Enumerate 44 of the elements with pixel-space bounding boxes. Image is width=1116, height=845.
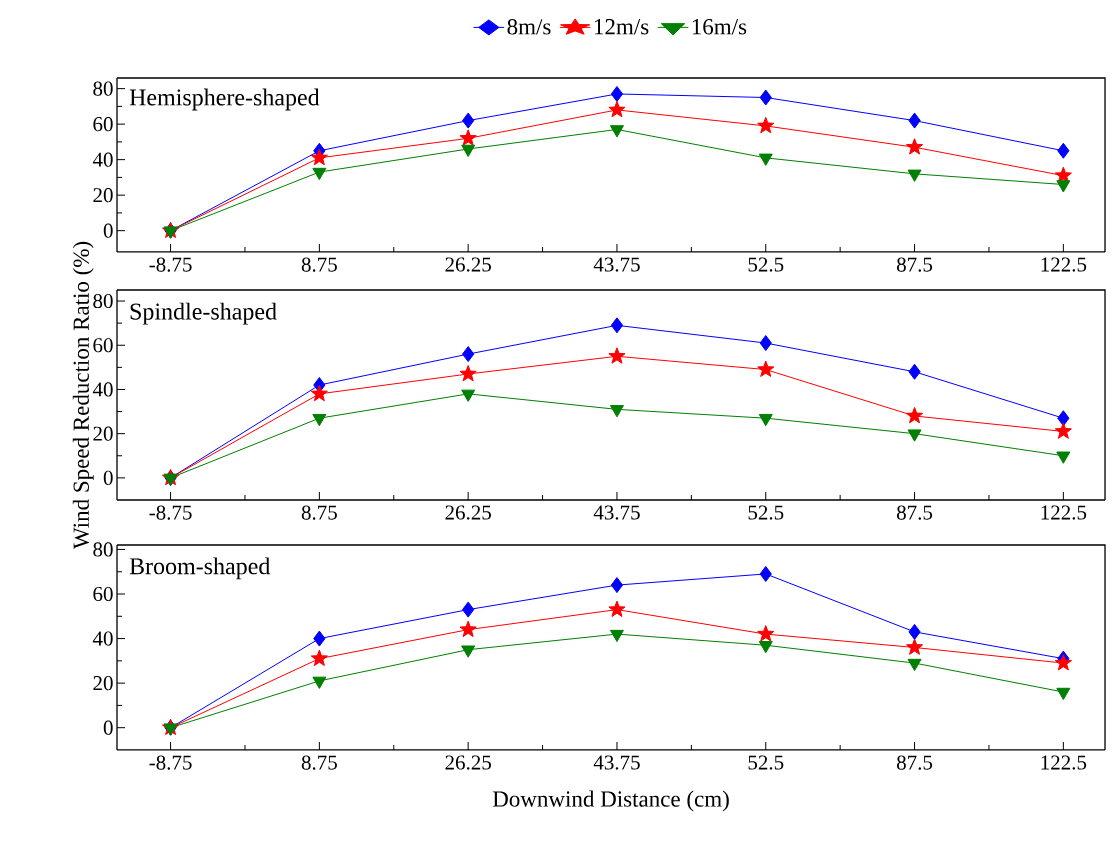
x-tick-label: -8.75 [149, 755, 192, 770]
chart-title: Broom-shaped [129, 557, 271, 580]
y-tick-label: 60 [93, 117, 113, 132]
x-tick-label: 26.25 [445, 505, 491, 520]
y-tick-label: 40 [92, 152, 113, 167]
x-tick-label: 87.5 [896, 505, 933, 520]
y-tick-label: 60 [93, 586, 113, 602]
x-tick-label: 87.5 [896, 755, 933, 770]
y-tick-label: 40 [92, 631, 113, 646]
x-tick-label: 122.5 [1041, 505, 1087, 520]
chart-title: Spindle-shaped [130, 302, 277, 325]
x-tick-label: 26.25 [445, 755, 491, 770]
y-tick-label: 80 [93, 542, 113, 557]
x-tick-label: 122.5 [1041, 257, 1087, 272]
y-tick-label: 20 [93, 426, 113, 441]
x-tick-label: 52.5 [748, 257, 784, 272]
x-tick-label: 8.75 [301, 257, 337, 272]
x-tick-label: 52.5 [748, 505, 784, 520]
x-tick-label: 87.5 [896, 257, 933, 272]
x-tick-label: 43.75 [593, 755, 640, 770]
x-tick-label: -8.75 [149, 257, 192, 272]
legend-label: 16m/s [692, 19, 747, 35]
x-tick-label: 8.75 [301, 755, 337, 770]
y-tick-label: 80 [93, 293, 113, 309]
x-tick-label: 43.75 [593, 257, 640, 272]
chart-title: Hemisphere-shaped [129, 88, 320, 111]
x-tick-label: 8.75 [301, 505, 337, 520]
y-tick-label: 20 [93, 676, 113, 691]
x-tick-label: 122.5 [1041, 755, 1087, 770]
y-tick-label: 0 [103, 223, 113, 238]
y-tick-label: 0 [103, 720, 113, 735]
x-tick-label: 43.75 [593, 505, 640, 520]
x-tick-label: -8.75 [149, 505, 192, 520]
y-tick-label: 0 [103, 470, 113, 485]
y-tick-label: 40 [92, 382, 113, 397]
y-tick-label: 60 [93, 338, 113, 353]
y-tick-label: 20 [93, 188, 113, 203]
x-tick-label: 52.5 [748, 755, 784, 770]
y-axis-title: Wind Speed Reduction Ratio (%) [72, 241, 94, 550]
legend-label: 12m/s [594, 19, 649, 35]
x-tick-label: 26.25 [445, 257, 491, 272]
legend-label: 8m/s [507, 19, 551, 35]
x-axis-title: Downwind Distance (cm) [492, 790, 729, 812]
y-tick-label: 80 [93, 81, 113, 96]
